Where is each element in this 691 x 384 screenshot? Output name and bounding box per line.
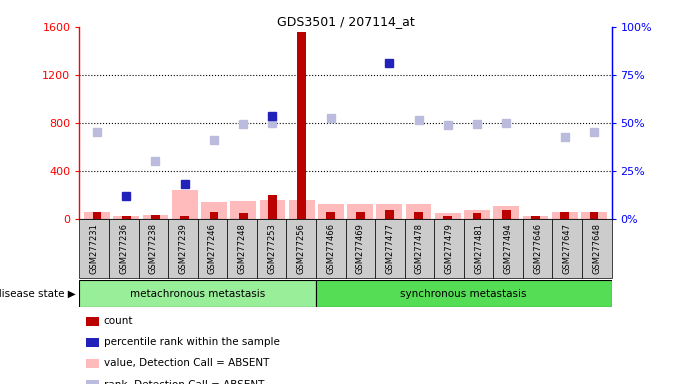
Bar [405, 219, 434, 278]
Bar [172, 190, 198, 219]
Bar [198, 219, 227, 278]
Bar [375, 219, 405, 278]
Bar [257, 219, 286, 278]
Bar [93, 212, 102, 219]
Bar [326, 212, 335, 219]
Text: GSM277646: GSM277646 [533, 223, 542, 274]
Text: percentile rank within the sample: percentile rank within the sample [104, 337, 280, 348]
Text: GSM277648: GSM277648 [592, 223, 601, 274]
Bar [318, 204, 343, 219]
Text: GSM277647: GSM277647 [562, 223, 571, 274]
Bar [493, 206, 519, 219]
Text: GSM277231: GSM277231 [90, 223, 99, 274]
Bar [493, 219, 523, 278]
Bar [139, 219, 168, 278]
Text: GSM277477: GSM277477 [386, 223, 395, 274]
Bar [260, 200, 285, 219]
Text: metachronous metastasis: metachronous metastasis [130, 289, 265, 299]
Bar [444, 217, 452, 219]
Text: GSM277253: GSM277253 [267, 223, 276, 274]
Text: value, Detection Call = ABSENT: value, Detection Call = ABSENT [104, 358, 269, 369]
Bar [435, 214, 461, 219]
Bar [286, 219, 316, 278]
Bar [168, 219, 198, 278]
Bar [151, 215, 160, 219]
Bar [289, 200, 314, 219]
Bar [79, 280, 316, 307]
Bar [552, 212, 578, 219]
Bar [522, 217, 549, 219]
Text: GSM277256: GSM277256 [296, 223, 305, 274]
Text: GSM277478: GSM277478 [415, 223, 424, 274]
Bar [201, 202, 227, 219]
Bar [227, 219, 257, 278]
Text: GSM277239: GSM277239 [178, 223, 187, 274]
Bar [531, 217, 540, 219]
Text: GSM277494: GSM277494 [504, 223, 513, 274]
Text: GSM277481: GSM277481 [474, 223, 483, 274]
Bar [316, 280, 612, 307]
Bar [348, 204, 373, 219]
Bar [297, 32, 306, 219]
Bar [552, 219, 582, 278]
Bar [502, 210, 511, 219]
Bar [356, 212, 365, 219]
Bar [464, 219, 493, 278]
Bar [414, 212, 423, 219]
Bar [581, 212, 607, 219]
Bar [113, 217, 139, 219]
Bar [464, 210, 490, 219]
Text: count: count [104, 316, 133, 326]
Text: GSM277246: GSM277246 [208, 223, 217, 274]
Bar [377, 204, 402, 219]
Bar [142, 215, 169, 219]
Bar [239, 214, 247, 219]
Bar [268, 195, 277, 219]
Bar [209, 212, 218, 219]
Text: GSM277466: GSM277466 [326, 223, 335, 274]
Bar [589, 212, 598, 219]
Text: synchronous metastasis: synchronous metastasis [401, 289, 527, 299]
Bar [385, 210, 394, 219]
Bar [109, 219, 139, 278]
Bar [406, 204, 431, 219]
Text: GSM277479: GSM277479 [444, 223, 453, 274]
Text: disease state ▶: disease state ▶ [0, 289, 76, 299]
Bar [523, 219, 552, 278]
Bar [434, 219, 464, 278]
Bar [122, 217, 131, 219]
Text: GSM277236: GSM277236 [120, 223, 129, 274]
Bar [473, 214, 482, 219]
Text: GSM277469: GSM277469 [356, 223, 365, 274]
Bar [84, 212, 110, 219]
Bar [346, 219, 375, 278]
Bar [316, 219, 346, 278]
Bar [79, 219, 109, 278]
Bar [560, 212, 569, 219]
Bar [582, 219, 612, 278]
Text: rank, Detection Call = ABSENT: rank, Detection Call = ABSENT [104, 379, 264, 384]
Bar [180, 217, 189, 219]
Text: GDS3501 / 207114_at: GDS3501 / 207114_at [276, 15, 415, 28]
Bar [230, 201, 256, 219]
Text: GSM277248: GSM277248 [238, 223, 247, 274]
Text: GSM277238: GSM277238 [149, 223, 158, 274]
